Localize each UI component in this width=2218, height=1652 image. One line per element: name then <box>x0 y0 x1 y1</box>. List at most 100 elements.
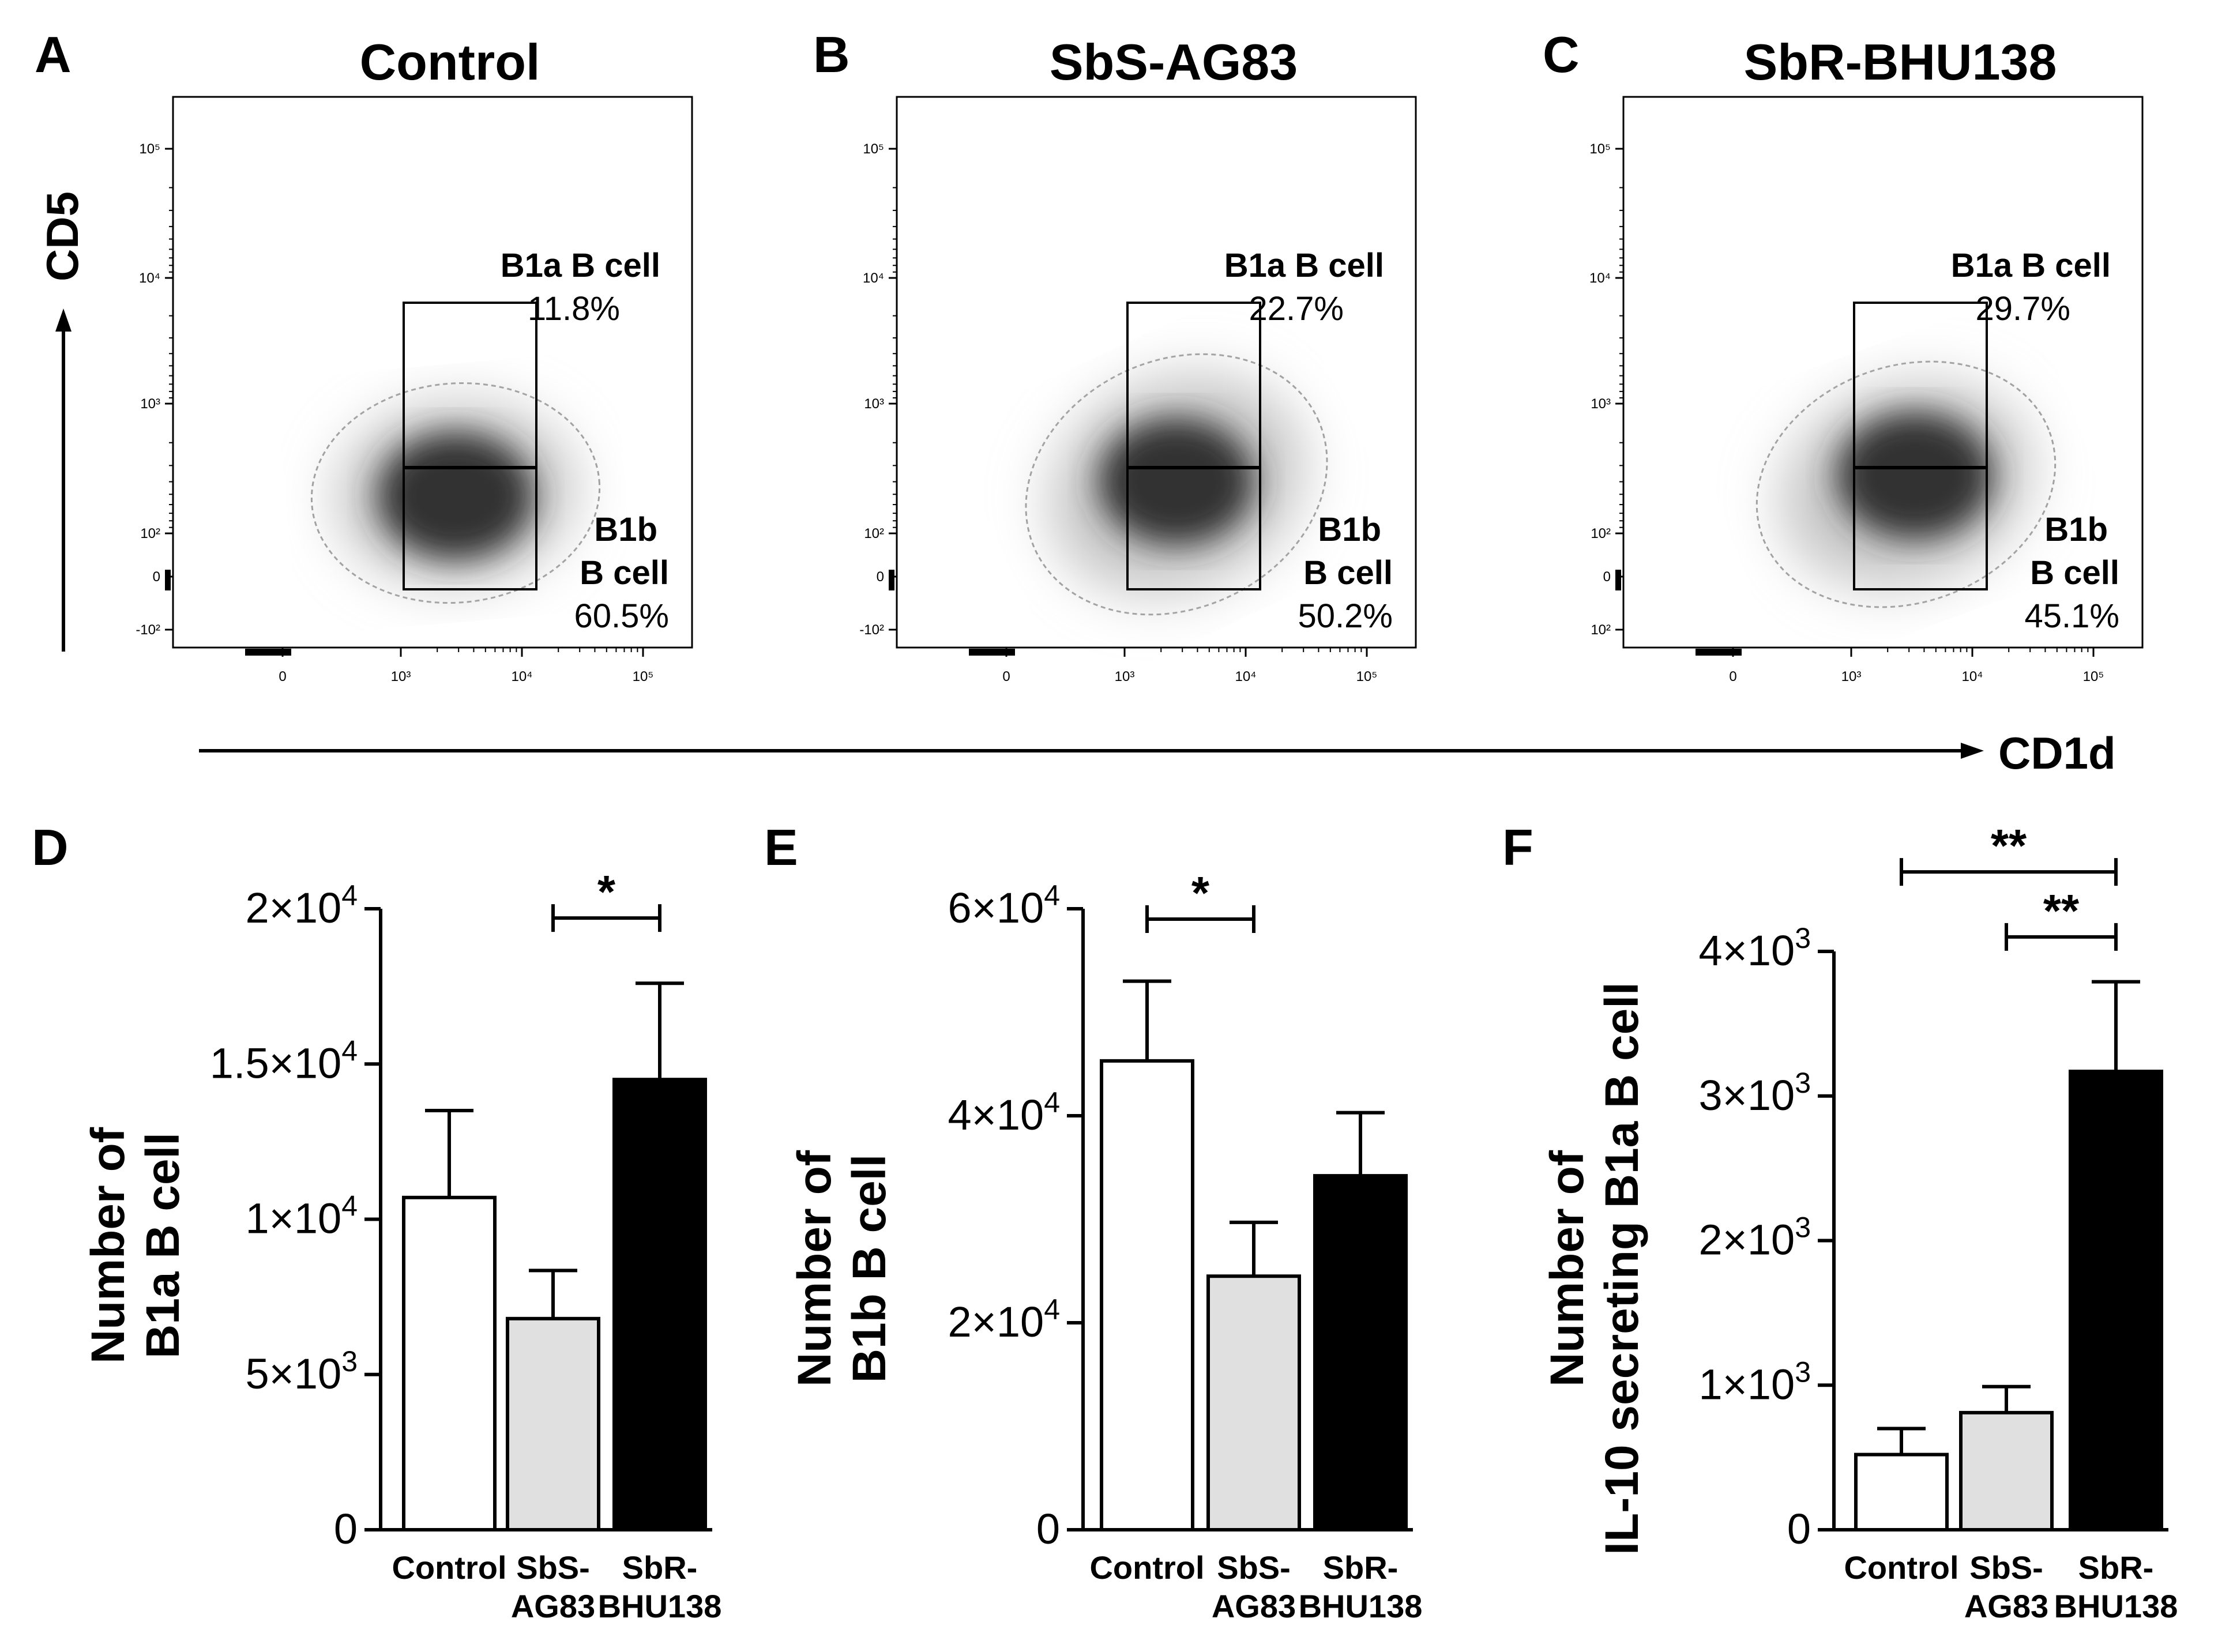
y-axis-label-line1: Number of <box>1541 1150 1593 1387</box>
bar <box>1854 1452 1949 1532</box>
x-zero-cluster-ticks <box>969 649 1015 656</box>
y-tick-label: 2×104 <box>948 1293 1061 1346</box>
gate-b1b <box>1126 467 1261 590</box>
bar-panel-d: D 0 5×103 1×104 1.5×104 2×104 Number of B1a B c… <box>32 819 721 1624</box>
flow-panel-b: B SbS-AG83 B1a B cell 22.7% B1b B cell 50.2% 10… <box>813 26 1417 684</box>
x-tick-label: 10³ <box>391 669 411 684</box>
y-tick-label: 0 <box>1603 569 1611 585</box>
category-label: SbR- <box>2078 1549 2154 1586</box>
x-tick-label: 10³ <box>1115 669 1135 684</box>
cd5-axis-arrowhead <box>55 308 72 332</box>
panel-letter: C <box>1543 26 1580 83</box>
category-label: AG83 <box>511 1588 595 1624</box>
gate-b1a-label: B1a B cell <box>501 247 660 284</box>
y-tick-label: 2×103 <box>1699 1211 1811 1264</box>
gate-b1a-percent: 29.7% <box>1976 290 2070 328</box>
category-label: SbS- <box>1969 1549 2043 1586</box>
bar-panel-e: E 0 2×104 4×104 6×104 Number of B1b B cell Cont… <box>764 819 1422 1624</box>
y-axis-label-line2: IL-10 secreting B1a B cell <box>1596 982 1648 1555</box>
y-tick-label: 10⁴ <box>1589 270 1611 286</box>
bar <box>1313 1174 1408 1531</box>
significance-marker: ** <box>2043 885 2080 936</box>
x-tick-label: 0 <box>279 669 286 684</box>
y-tick-label: 6×104 <box>948 879 1061 932</box>
y-tick-label: -10² <box>136 622 160 638</box>
x-axis-label-cd1d: CD1d <box>1998 728 2116 778</box>
significance-marker: * <box>1191 867 1210 919</box>
y-axis-label-line2: B1a B cell <box>137 1132 189 1359</box>
density-core <box>378 432 533 559</box>
category-label: BHU138 <box>1299 1588 1423 1624</box>
x-tick-label: 10⁴ <box>1235 669 1256 684</box>
category-label: BHU138 <box>598 1588 722 1624</box>
bar <box>612 1078 707 1532</box>
y-tick-label: 10⁵ <box>863 141 884 157</box>
gate-b1b-label: B cell <box>2030 554 2119 592</box>
x-tick-label: 10⁵ <box>2083 669 2104 684</box>
category-label: AG83 <box>1212 1588 1296 1624</box>
y-tick-label: 0 <box>1787 1505 1811 1553</box>
gate-b1a-percent: 22.7% <box>1249 290 1344 328</box>
category-label: BHU138 <box>2054 1588 2178 1624</box>
gate-b1b-label: B cell <box>1303 554 1393 592</box>
y-tick-label: 0 <box>877 569 884 585</box>
x-tick-label: 10³ <box>1841 669 1862 684</box>
panel-title: SbS-AG83 <box>1050 33 1298 91</box>
density-core <box>1837 412 1993 539</box>
category-label: Control <box>1089 1549 1204 1586</box>
gate-b1a-percent: 11.8% <box>528 290 620 328</box>
y-tick-label: 10⁵ <box>1589 141 1611 157</box>
y-zero-cluster-ticks <box>889 570 894 590</box>
y-zero-cluster-ticks <box>1615 570 1621 590</box>
x-tick-label: 10⁴ <box>1961 669 1983 684</box>
x-tick-label: 0 <box>1729 669 1736 684</box>
bar <box>506 1316 600 1532</box>
gate-b1b-label: B1b <box>2044 511 2108 548</box>
y-axis-label-line2: B1b B cell <box>843 1154 896 1383</box>
y-zero-cluster-ticks <box>165 570 171 590</box>
x-tick-label: 10⁴ <box>511 669 532 684</box>
y-tick-label: 10³ <box>864 396 884 412</box>
y-tick-label: 1.5×104 <box>210 1034 358 1087</box>
gate-b1b <box>403 467 537 590</box>
category-label: SbR- <box>1323 1549 1399 1586</box>
panel-letter: A <box>35 26 72 83</box>
gate-b1b-label: B cell <box>580 554 669 592</box>
y-tick-label: -10² <box>859 622 884 638</box>
bar <box>1959 1410 2054 1532</box>
x-tick-label: 10⁵ <box>633 669 654 684</box>
gate-b1b-percent: 50.2% <box>1298 597 1393 635</box>
y-tick-label: 4×104 <box>948 1086 1061 1139</box>
y-tick-label: 10² <box>864 526 884 541</box>
bar <box>402 1195 497 1531</box>
bar <box>2069 1070 2163 1532</box>
category-label: AG83 <box>1964 1588 2048 1624</box>
category-label: SbS- <box>516 1549 590 1586</box>
category-label: Control <box>392 1549 506 1586</box>
x-tick-label: 10⁵ <box>1356 669 1378 684</box>
y-tick-label: 2×104 <box>246 879 358 932</box>
bar <box>1100 1059 1194 1531</box>
y-tick-label: 0 <box>1036 1505 1060 1553</box>
y-tick-label: 10² <box>1591 622 1611 638</box>
category-label: SbR- <box>622 1549 698 1586</box>
significance-marker: * <box>597 866 616 917</box>
gate-b1b-percent: 45.1% <box>2025 597 2119 635</box>
category-label: SbS- <box>1217 1549 1291 1586</box>
y-tick-label: 0 <box>153 569 160 585</box>
panel-letter: E <box>764 819 798 876</box>
panel-letter: B <box>813 26 850 83</box>
y-tick-label: 10⁴ <box>139 270 160 286</box>
y-tick-label: 10⁵ <box>139 141 160 157</box>
gate-b1b-label: B1b <box>1318 511 1381 548</box>
significance-marker: ** <box>1991 820 2027 871</box>
flow-panel-c: C SbR-BHU138 B1a B cell 29.7% B1b B cell 45.1%… <box>1543 26 2144 684</box>
gate-b1b-label: B1b <box>594 511 657 548</box>
y-axis-label-cd5: CD5 <box>37 191 88 281</box>
bar-panel-f: F 0 1×103 2×103 3×103 4×103 Number of IL-10 sec… <box>1502 819 2178 1624</box>
y-tick-label: 10³ <box>1591 396 1611 412</box>
gate-b1b <box>1853 467 1988 590</box>
y-tick-label: 5×103 <box>246 1345 358 1398</box>
panel-title: SbR-BHU138 <box>1744 33 2057 91</box>
